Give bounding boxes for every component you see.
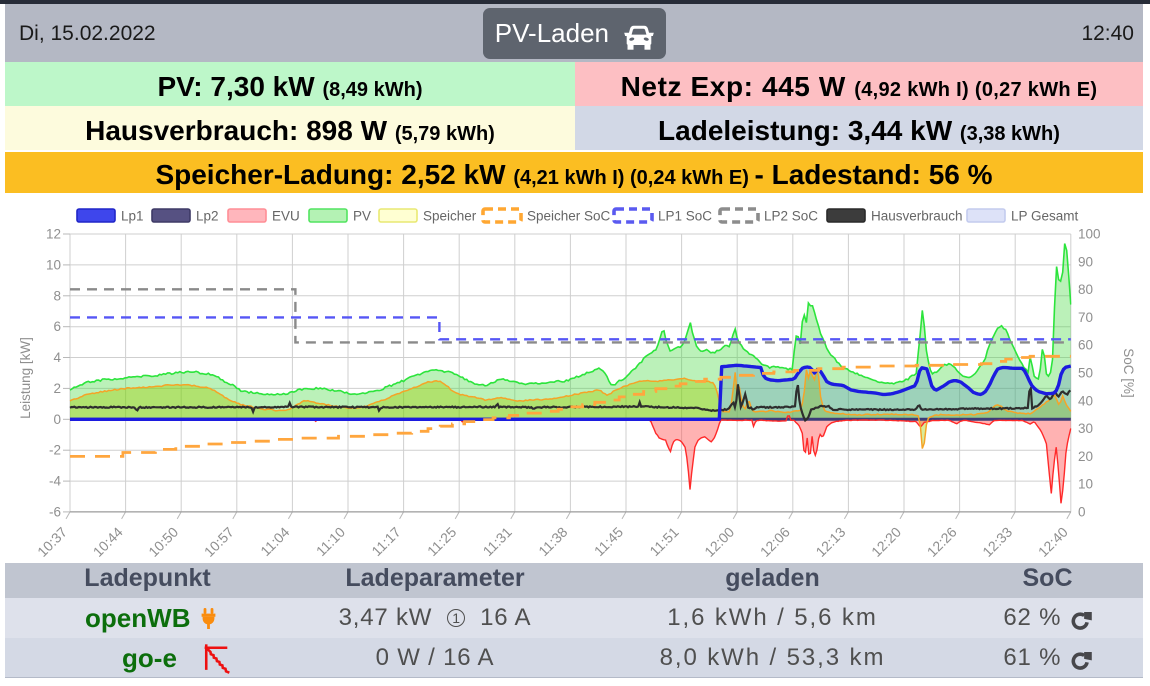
- svg-text:Lp1: Lp1: [121, 209, 144, 224]
- svg-text:10:37: 10:37: [34, 524, 70, 560]
- svg-text:Speicher SoC: Speicher SoC: [527, 209, 611, 224]
- svg-text:4: 4: [53, 350, 61, 365]
- svg-text:6: 6: [53, 319, 61, 334]
- svg-text:10: 10: [1078, 477, 1093, 492]
- svg-text:11:04: 11:04: [257, 524, 293, 560]
- svg-text:Speicher: Speicher: [423, 209, 477, 224]
- svg-text:-4: -4: [49, 474, 61, 489]
- svg-text:70: 70: [1078, 310, 1093, 325]
- svg-text:11:25: 11:25: [424, 524, 460, 560]
- svg-text:11:38: 11:38: [535, 524, 571, 560]
- svg-text:-6: -6: [49, 504, 61, 519]
- svg-text:100: 100: [1078, 227, 1101, 242]
- svg-text:SoC [%]: SoC [%]: [1121, 348, 1136, 398]
- svg-text:80: 80: [1078, 282, 1093, 297]
- svg-text:20: 20: [1078, 449, 1093, 464]
- svg-text:60: 60: [1078, 338, 1093, 353]
- svg-text:2: 2: [53, 381, 61, 396]
- svg-text:12:33: 12:33: [979, 524, 1015, 560]
- svg-text:12: 12: [46, 227, 61, 242]
- svg-text:40: 40: [1078, 393, 1093, 408]
- svg-text:0: 0: [53, 412, 61, 427]
- svg-text:10:57: 10:57: [201, 524, 237, 560]
- svg-text:Leistung [kW]: Leistung [kW]: [18, 337, 33, 419]
- svg-text:LP Gesamt: LP Gesamt: [1011, 209, 1079, 224]
- svg-text:11:51: 11:51: [646, 524, 682, 560]
- svg-text:11:45: 11:45: [591, 524, 627, 560]
- svg-text:10: 10: [46, 257, 61, 272]
- svg-text:Lp2: Lp2: [196, 209, 219, 224]
- svg-text:-2: -2: [49, 443, 61, 458]
- svg-text:10:50: 10:50: [145, 524, 181, 560]
- svg-text:LP1 SoC: LP1 SoC: [658, 209, 712, 224]
- svg-text:90: 90: [1078, 254, 1093, 269]
- svg-text:12:20: 12:20: [868, 524, 904, 560]
- svg-text:11:17: 11:17: [368, 524, 404, 560]
- svg-text:PV: PV: [353, 209, 371, 224]
- svg-text:EVU: EVU: [272, 209, 300, 224]
- svg-text:12:00: 12:00: [701, 524, 737, 560]
- svg-text:12:13: 12:13: [812, 524, 848, 560]
- svg-text:30: 30: [1078, 421, 1093, 436]
- svg-text:0: 0: [1078, 504, 1086, 519]
- svg-text:12:40: 12:40: [1035, 524, 1071, 560]
- svg-text:12:06: 12:06: [757, 524, 793, 560]
- svg-text:12:26: 12:26: [924, 524, 960, 560]
- svg-text:8: 8: [53, 288, 61, 303]
- svg-text:11:31: 11:31: [480, 524, 516, 560]
- svg-text:10:44: 10:44: [90, 524, 126, 560]
- svg-text:LP2 SoC: LP2 SoC: [764, 209, 818, 224]
- svg-text:50: 50: [1078, 366, 1093, 381]
- svg-text:11:10: 11:10: [313, 524, 349, 560]
- svg-text:Hausverbrauch: Hausverbrauch: [871, 209, 963, 224]
